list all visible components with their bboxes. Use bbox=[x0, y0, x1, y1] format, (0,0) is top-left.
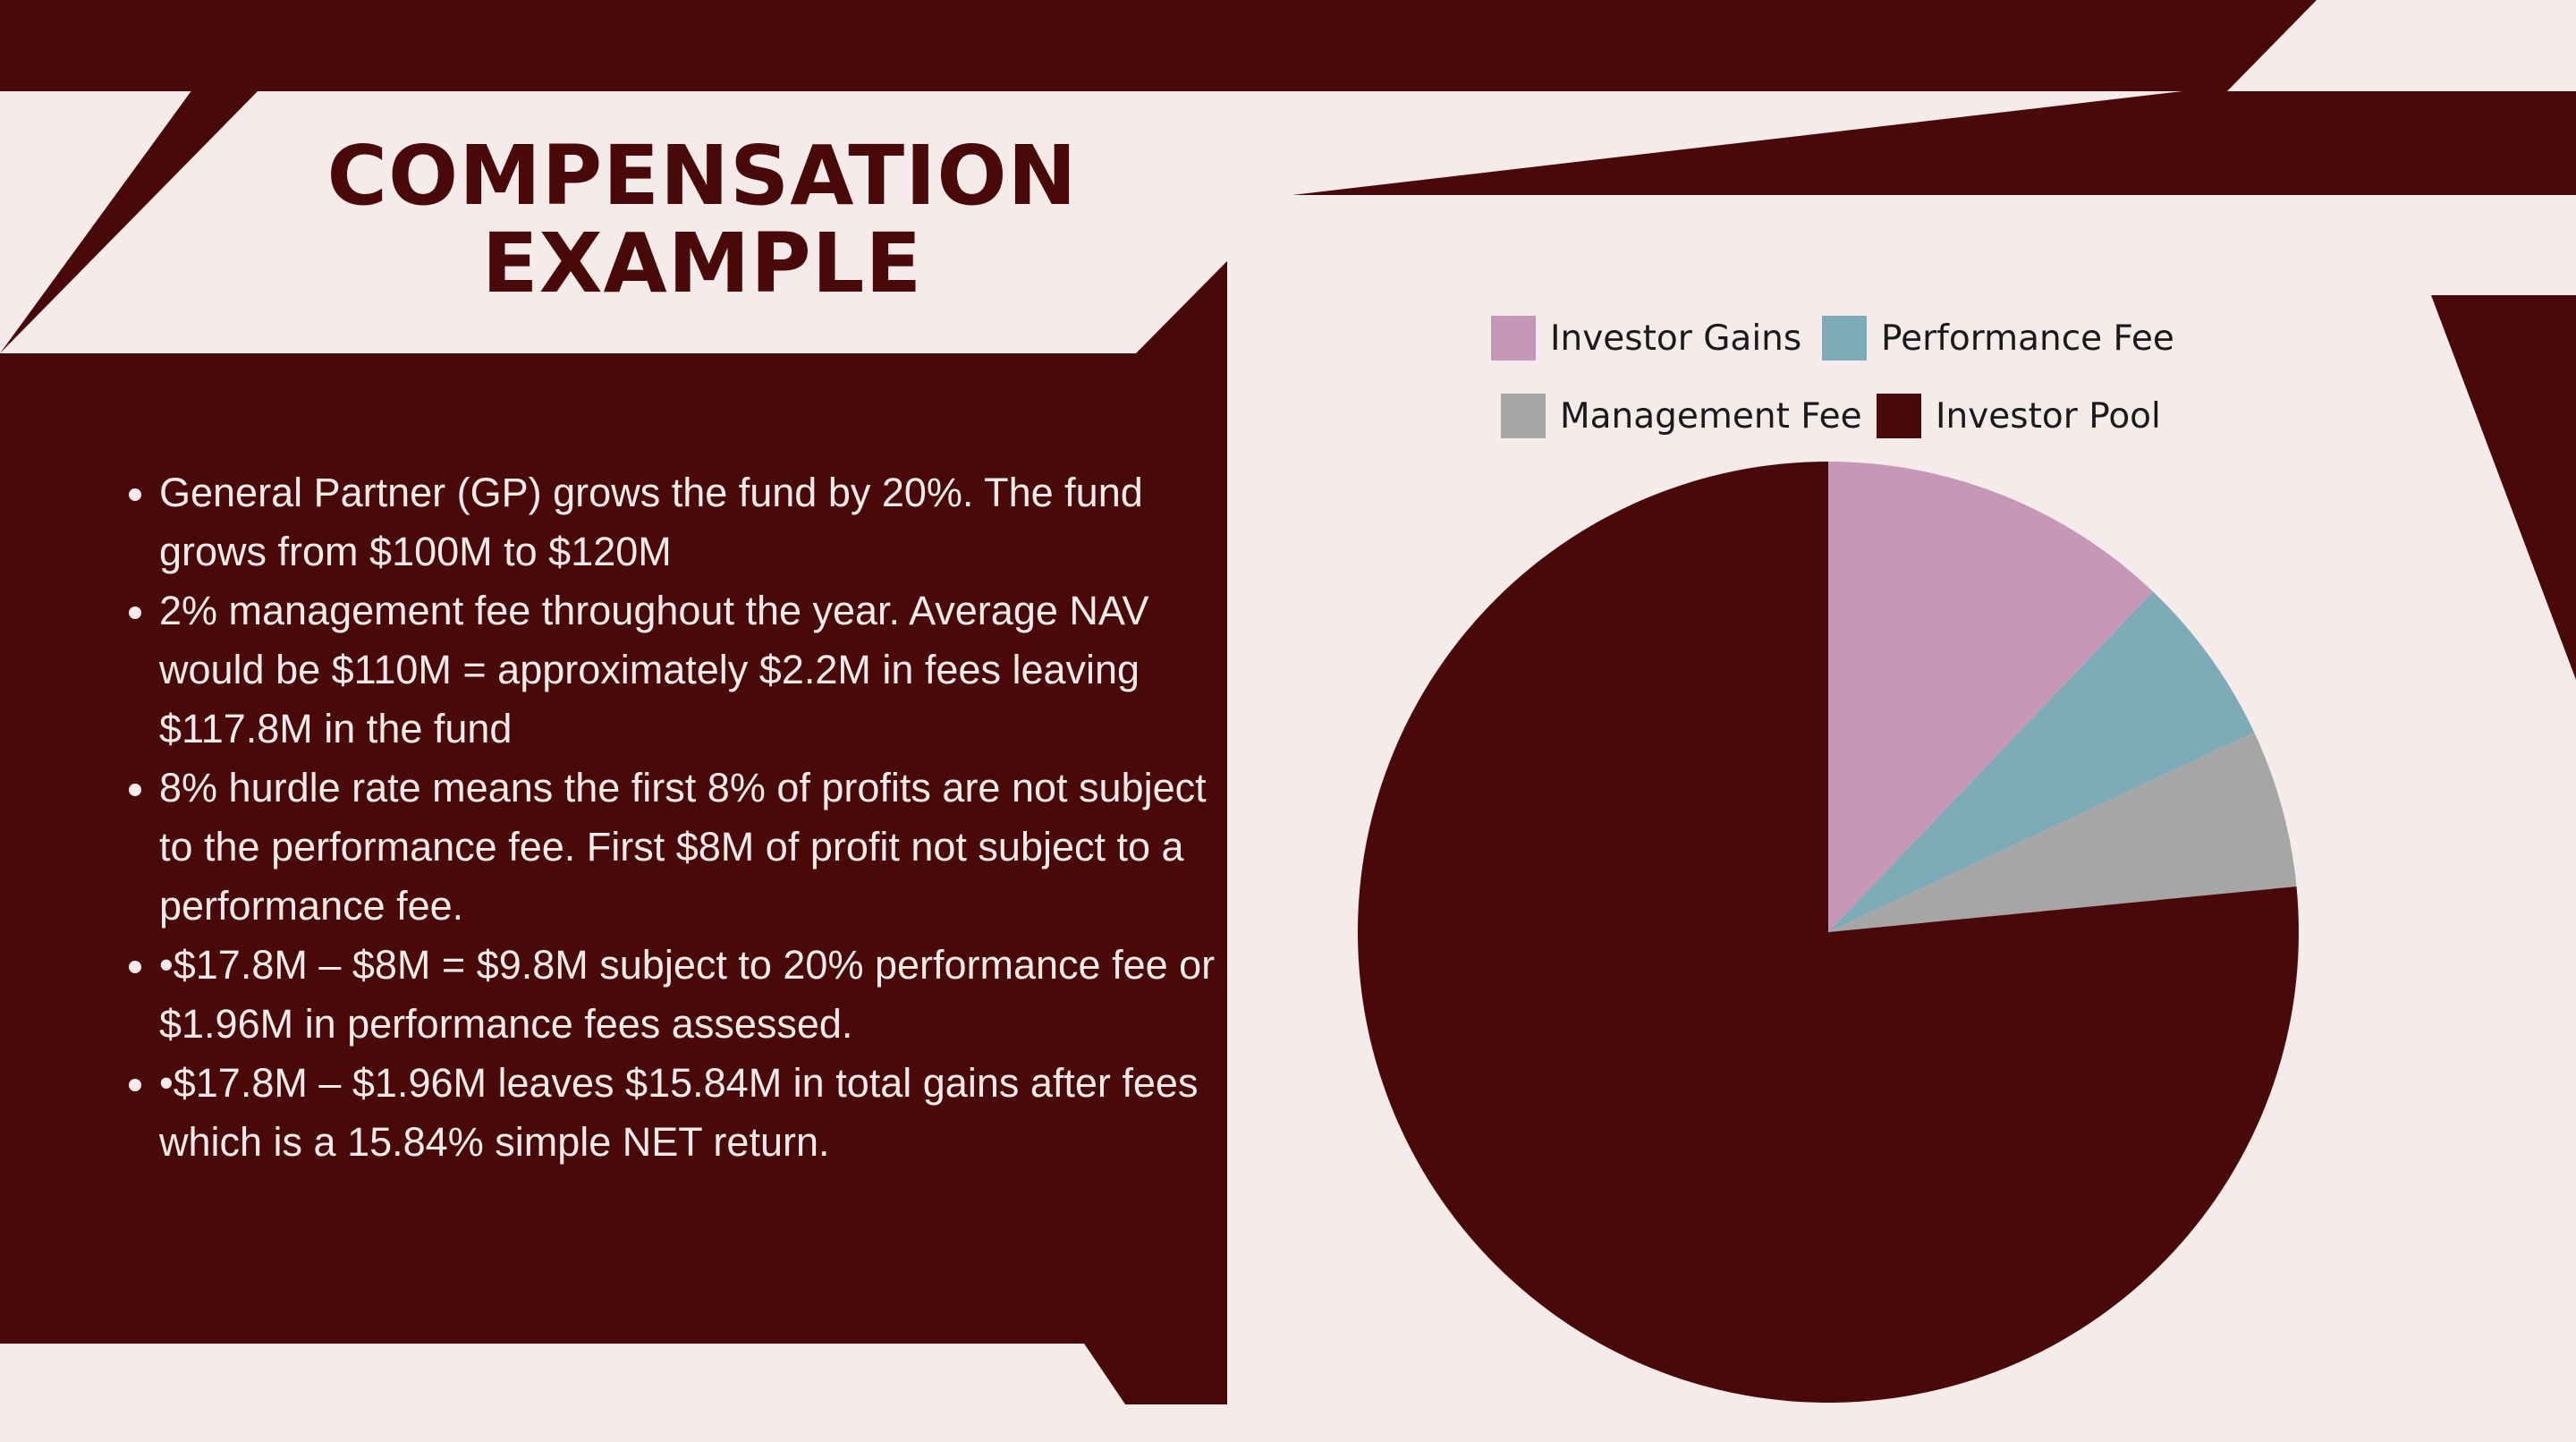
legend-label: Performance Fee bbox=[1881, 318, 2174, 359]
bottom-light-strip bbox=[0, 1344, 1227, 1442]
legend-item-performance-fee: Performance Fee bbox=[1822, 316, 2174, 360]
legend-swatch bbox=[1822, 316, 1867, 360]
bullet-item: 8% hurdle rate means the first 8% of pro… bbox=[159, 759, 1233, 936]
pie-chart bbox=[1358, 462, 2299, 1403]
legend-item-investor-pool: Investor Pool bbox=[1877, 394, 2161, 438]
page-title: COMPENSATION EXAMPLE bbox=[259, 132, 1145, 308]
legend-item-investor-gains: Investor Gains bbox=[1491, 316, 1801, 360]
legend-item-management-fee: Management Fee bbox=[1501, 394, 1862, 438]
legend-label: Management Fee bbox=[1560, 395, 1862, 437]
bullet-item: •$17.8M – $1.96M leaves $15.84M in total… bbox=[159, 1054, 1233, 1172]
title-line-1: COMPENSATION bbox=[326, 128, 1078, 224]
pie-slice-performance-fee bbox=[1828, 591, 2255, 932]
pie-slice-investor-pool bbox=[1358, 462, 2299, 1403]
title-line-2: EXAMPLE bbox=[481, 216, 923, 311]
pie-slice-management-fee bbox=[1828, 732, 2297, 932]
top-maroon-band bbox=[0, 0, 2317, 91]
right-maroon-wedge bbox=[2431, 295, 2576, 680]
pie-slice-investor-gains bbox=[1828, 462, 2154, 932]
title-light-band bbox=[0, 91, 2227, 353]
legend-swatch bbox=[1491, 316, 1536, 360]
legend-swatch bbox=[1501, 394, 1546, 438]
legend-swatch bbox=[1877, 394, 1921, 438]
bullet-item: •$17.8M – $8M = $9.8M subject to 20% per… bbox=[159, 936, 1233, 1054]
legend-label: Investor Gains bbox=[1550, 318, 1802, 359]
bullet-list: General Partner (GP) grows the fund by 2… bbox=[125, 463, 1233, 1172]
bullet-item: General Partner (GP) grows the fund by 2… bbox=[159, 463, 1233, 581]
bullet-item: 2% management fee throughout the year. A… bbox=[159, 581, 1233, 759]
legend-label: Investor Pool bbox=[1936, 395, 2161, 437]
